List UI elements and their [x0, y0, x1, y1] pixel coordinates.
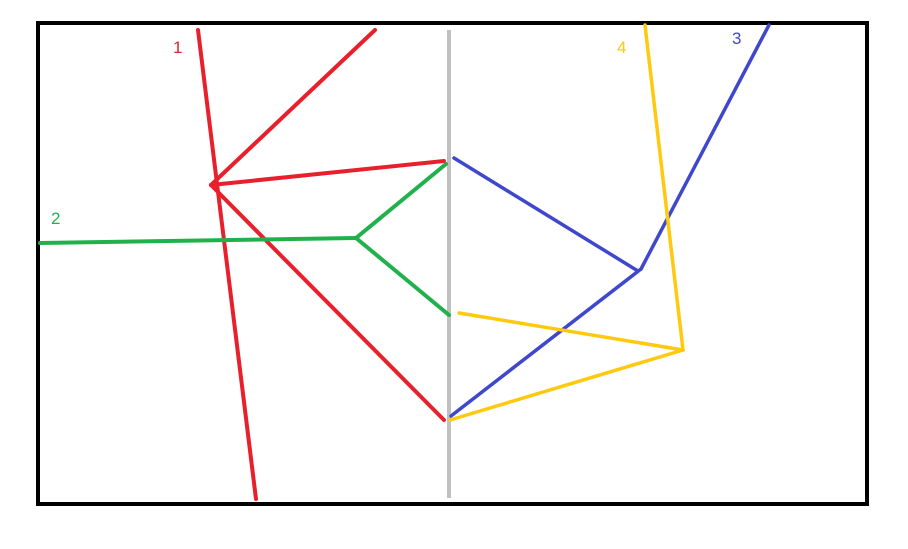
line-1-path [196, 28, 446, 501]
line-4-label: 4 [617, 38, 626, 57]
line-4-upper-branch [457, 311, 685, 352]
line-2-upper-branch [354, 162, 448, 240]
line-1-label: 1 [173, 38, 182, 57]
line-3-label: 3 [732, 29, 741, 48]
line-4-main-segment [643, 23, 685, 352]
line-3-path [449, 23, 771, 418]
line-2-path [38, 162, 451, 317]
line-3-lower-branch [449, 267, 643, 418]
line-1-mid-branch [209, 159, 446, 187]
diagram-frame [36, 21, 869, 506]
line-2-main-segment [38, 236, 358, 245]
line-1-main-segment [196, 28, 258, 501]
line-4-path [448, 23, 685, 422]
line-1-lower-branch [209, 183, 446, 422]
line-2-lower-branch [354, 236, 451, 317]
line-4-lower-branch [448, 348, 685, 422]
line-3-upper-segment [639, 23, 771, 271]
line-1-upper-branch [209, 28, 377, 187]
line-3-left-branch [452, 156, 640, 273]
line-2-label: 2 [51, 209, 60, 228]
